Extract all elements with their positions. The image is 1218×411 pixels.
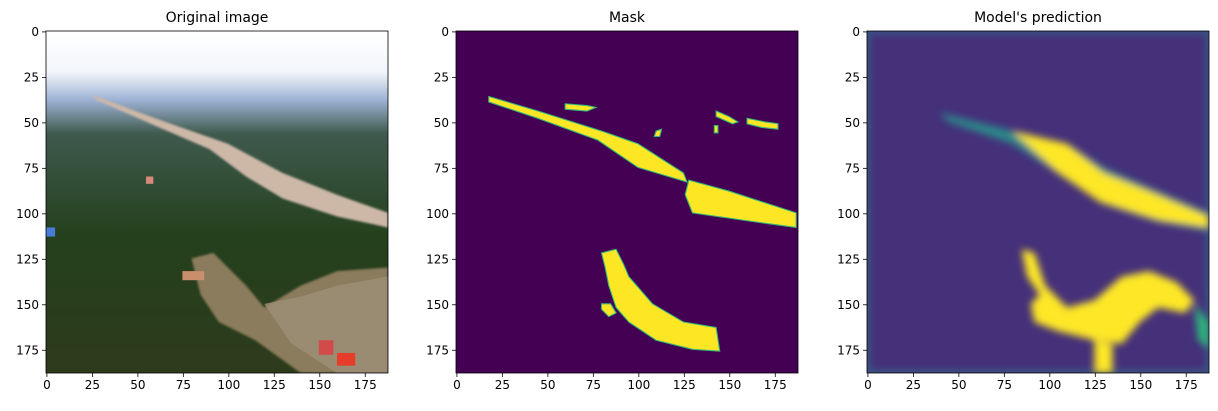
x-tick-label: 50 xyxy=(130,378,145,392)
x-tick-label: 100 xyxy=(627,378,650,392)
x-tick-label: 50 xyxy=(540,378,555,392)
y-tick-label: 125 xyxy=(426,252,449,266)
x-tick-label: 150 xyxy=(718,378,741,392)
y-tick-label: 0 xyxy=(31,25,39,39)
y-tick-label: 100 xyxy=(426,207,449,221)
y-tick-label: 25 xyxy=(434,70,449,84)
y-tick-label: 75 xyxy=(434,161,449,175)
axes-frame xyxy=(45,30,389,374)
y-tick-label: 100 xyxy=(837,207,860,221)
panel-title: Mask xyxy=(609,10,646,26)
y-tick-label: 175 xyxy=(16,343,39,357)
x-tick-label: 0 xyxy=(43,378,51,392)
y-tick-label: 0 xyxy=(441,25,449,39)
y-tick-label: 100 xyxy=(16,207,39,221)
y-tick-label: 150 xyxy=(837,298,860,312)
y-tick-label: 25 xyxy=(845,70,860,84)
photo xyxy=(46,31,388,373)
x-tick-label: 175 xyxy=(354,378,377,392)
panel-title: Original image xyxy=(166,10,269,26)
y-tick-label: 150 xyxy=(16,298,39,312)
y-tick-label: 50 xyxy=(845,116,860,130)
axes-frame xyxy=(866,30,1210,374)
y-tick-label: 175 xyxy=(426,343,449,357)
x-tick-label: 25 xyxy=(85,378,100,392)
x-tick-label: 175 xyxy=(764,378,787,392)
x-tick-label: 50 xyxy=(951,378,966,392)
x-tick-label: 75 xyxy=(176,378,191,392)
y-tick-label: 150 xyxy=(426,298,449,312)
x-tick-label: 150 xyxy=(308,378,331,392)
x-tick-label: 100 xyxy=(217,378,240,392)
x-tick-label: 150 xyxy=(1129,378,1152,392)
y-tick-label: 25 xyxy=(24,70,39,84)
y-tick-label: 50 xyxy=(24,116,39,130)
x-tick-label: 25 xyxy=(495,378,510,392)
x-tick-label: 125 xyxy=(1084,378,1107,392)
x-tick-label: 125 xyxy=(263,378,286,392)
panel-title: Model's prediction xyxy=(974,10,1102,26)
x-tick-label: 0 xyxy=(453,378,461,392)
y-tick-label: 50 xyxy=(434,116,449,130)
x-tick-label: 0 xyxy=(864,378,872,392)
x-tick-label: 175 xyxy=(1175,378,1198,392)
mask-image xyxy=(456,31,798,373)
y-tick-label: 75 xyxy=(24,161,39,175)
x-tick-label: 25 xyxy=(906,378,921,392)
y-tick-label: 0 xyxy=(852,25,860,39)
y-tick-label: 75 xyxy=(845,161,860,175)
y-tick-label: 175 xyxy=(837,343,860,357)
x-tick-label: 125 xyxy=(673,378,696,392)
x-tick-label: 75 xyxy=(586,378,601,392)
x-tick-label: 100 xyxy=(1038,378,1061,392)
y-tick-label: 125 xyxy=(837,252,860,266)
y-tick-label: 125 xyxy=(16,252,39,266)
axes-frame xyxy=(455,30,799,374)
x-tick-label: 75 xyxy=(997,378,1012,392)
prediction-image xyxy=(867,31,1209,373)
